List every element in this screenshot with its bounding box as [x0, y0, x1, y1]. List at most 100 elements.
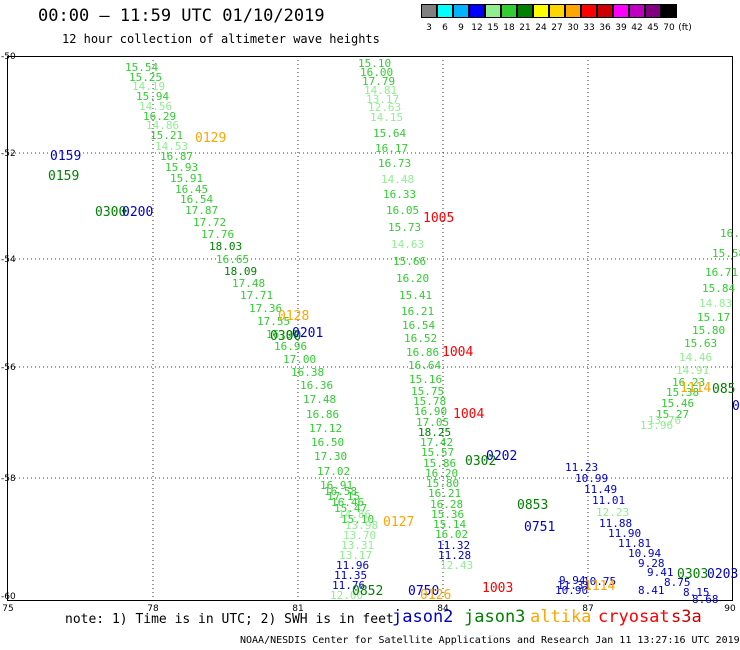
wave-height-value: 14.63	[391, 238, 425, 251]
wave-height-value: 15.91	[170, 172, 204, 185]
wave-height-value: 17.36	[249, 302, 283, 315]
pass-time-label: 0853	[517, 498, 549, 513]
pass-time-label: 0128	[278, 309, 310, 324]
wave-height-value: 16.91	[320, 479, 354, 492]
colorbar-swatch	[661, 4, 677, 18]
wave-height-value: 8.75	[664, 576, 691, 589]
wave-height-value: 13.98	[345, 519, 379, 532]
pass-time-label: 0126	[420, 588, 452, 603]
wave-height-value: 13.17	[339, 549, 373, 562]
wave-height-value: 11.49	[584, 483, 618, 496]
wave-height-value: 16.58	[324, 485, 358, 498]
pass-time-label: 0303	[677, 567, 709, 582]
wave-height-value: 16.05	[386, 204, 420, 217]
wave-height-value: 16.20	[425, 467, 459, 480]
wave-height-value: 15.21	[150, 129, 184, 142]
wave-height-value: 18.09	[224, 265, 258, 278]
colorbar-swatch	[453, 4, 469, 18]
colorbar-label: 30	[567, 23, 579, 33]
colorbar-label: 3	[426, 23, 432, 33]
latitude-label: -52	[1, 149, 16, 159]
wave-height-value: 16.21	[401, 305, 435, 318]
wave-height-value: 15.63	[684, 337, 718, 350]
wave-height-value: 14.46	[679, 351, 713, 364]
wave-height-value: 17.87	[185, 204, 219, 217]
pass-time-label: 0200	[122, 205, 154, 220]
longitude-label: 87	[582, 604, 594, 614]
pass-time-label: 0159	[48, 169, 80, 184]
wave-height-value: 12.00	[330, 589, 364, 602]
wave-height-value: 8.68	[692, 593, 719, 606]
wave-height-value: 16.46	[331, 496, 365, 509]
wave-height-value: 17.71	[240, 289, 274, 302]
colorbar-swatch	[613, 4, 629, 18]
wave-height-value: 16.54	[180, 193, 214, 206]
wave-height-value: 11.28	[438, 549, 472, 562]
wave-height-value: 13.31	[341, 539, 375, 552]
page-title: 00:00 – 11:59 UTC 01/10/2019	[38, 6, 325, 26]
wave-height-value: 13.96	[640, 419, 674, 432]
wave-height-value: 15.10	[341, 513, 375, 526]
wave-height-value: 17.12	[309, 422, 343, 435]
wave-height-value: 16.86	[306, 408, 340, 421]
note-text: note: 1) Time is in UTC; 2) SWH is in fe…	[65, 612, 394, 627]
pass-time-label: 0203	[707, 567, 739, 582]
wave-height-value: 17.42	[420, 436, 454, 449]
pass-time-label: 0	[732, 399, 740, 414]
colorbar-label: 33	[583, 23, 595, 33]
wave-height-value: 16.20	[396, 272, 430, 285]
wave-height-value: 15.36	[431, 508, 465, 521]
wave-height-value: 8.41	[638, 584, 665, 597]
wave-height-value: 18.25	[418, 426, 452, 439]
wave-height-value: 16.65	[216, 253, 250, 266]
wave-height-value: 15.10	[358, 57, 392, 70]
wave-height-value: 15.17	[697, 311, 731, 324]
colorbar-swatch	[501, 4, 517, 18]
pass-time-label: 1004	[442, 345, 474, 360]
pass-time-label: 085	[712, 382, 736, 397]
legend-item-jason2: jason2	[392, 607, 454, 627]
colorbar-label: 24	[535, 23, 547, 33]
colorbar-label: 39	[615, 23, 627, 33]
wave-height-value: 15.58	[712, 247, 740, 260]
wave-height-value: 14.86	[146, 119, 180, 132]
wave-height-value: 16.52	[404, 332, 438, 345]
colorbar-swatch	[437, 4, 453, 18]
colorbar-label: 36	[599, 23, 611, 33]
pass-time-label: 0852	[352, 584, 384, 599]
colorbar-swatch	[629, 4, 645, 18]
wave-height-value: 17.02	[317, 465, 351, 478]
wave-height-value: 16.90	[414, 405, 448, 418]
wave-height-value: 11.32	[437, 539, 471, 552]
wave-height-value: 16.21	[428, 487, 462, 500]
colorbar-swatch	[581, 4, 597, 18]
wave-height-value: 15.75	[411, 385, 445, 398]
footer-credit: NOAA/NESDIS Center for Satellite Applica…	[240, 635, 740, 646]
wave-height-value: 17.48	[232, 277, 266, 290]
pass-time-label: 0127	[383, 515, 415, 530]
wave-height-value: 9.28	[638, 557, 665, 570]
wave-height-value: 15.80	[692, 324, 726, 337]
wave-height-value: 15.78	[413, 395, 447, 408]
wave-height-value: 17.30	[314, 450, 348, 463]
wave-height-value: 10.75	[583, 575, 617, 588]
colorbar-unit: (ft)	[678, 23, 692, 33]
wave-height-value: 16.28	[430, 498, 464, 511]
wave-height-value: 17.15	[327, 490, 361, 503]
wave-height-value: 11.76	[332, 579, 366, 592]
wave-height-value: 13.70	[343, 529, 377, 542]
wave-height-value: 11.88	[599, 517, 633, 530]
pass-time-label: 1004	[453, 407, 485, 422]
wave-height-value: 11.81	[618, 537, 652, 550]
wave-height-value: 15.80	[426, 477, 460, 490]
legend-item-cryosat: cryosat	[598, 607, 670, 627]
colorbar-label: 42	[631, 23, 643, 33]
latitude-label: -60	[1, 592, 16, 602]
wave-height-value: 16.86	[406, 346, 440, 359]
wave-height-value: 15.54	[125, 61, 159, 74]
wave-height-value: 16.36	[300, 379, 334, 392]
wave-height-value: 13.76	[648, 414, 682, 427]
wave-height-value: 15.57	[421, 446, 455, 459]
wave-height-value: 15.38	[666, 386, 700, 399]
